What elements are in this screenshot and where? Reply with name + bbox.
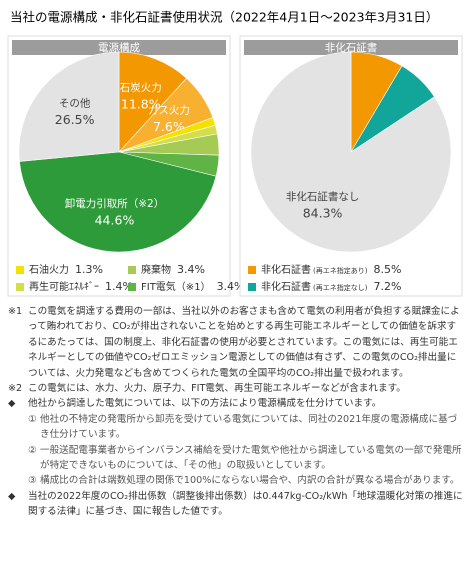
note-item-text: 構成比の合計は端数処理の関係で100%にならない場合や、内訳の合計が異なる場合が…: [40, 475, 460, 487]
note-item: ② 一般送配電事業者からインバランス補給を受けた電気や他社から調達している電気の一…: [28, 443, 464, 474]
legend-swatch: [128, 283, 136, 291]
slice-value: 26.5%: [55, 112, 95, 127]
legend-value: 7.2%: [373, 280, 401, 293]
legend-note: (再エネ指定なし): [313, 283, 368, 292]
legend-value: 8.5%: [373, 263, 401, 276]
panel-header: [244, 40, 458, 55]
page-title: 当社の電源構成・非化石証書使用状況（2022年4月1日〜2023年3月31日）: [10, 10, 438, 25]
note-text: 他社から調達した電気については、以下の方法により電源構成を仕分けています。: [28, 398, 382, 410]
legend-label: 非化石証書: [261, 280, 311, 293]
note: ※2 この電気には、水力、火力、原子力、FIT電気、再生可能エネルギーなどが含まれ…: [8, 381, 464, 396]
note-marker: ※1: [8, 306, 23, 317]
legend-label: 石油火力: [29, 263, 69, 276]
pie-slice: [18, 51, 120, 162]
panel-title: 電源構成: [98, 41, 140, 54]
note-item-text: 一般送配電事業者からインバランス補給を受けた電気や他社から調達している電気の一部…: [40, 444, 462, 472]
legend-value: 3.4%: [177, 263, 205, 276]
note-text: この電気を調達する費用の一部は、当社以外のお客さまも含めて電気の利用者が負担する…: [28, 306, 460, 379]
panel-header: [12, 40, 226, 55]
legend-label: 再生可能ｴﾈﾙｷﾞｰ: [29, 280, 99, 293]
legend-swatch: [16, 283, 24, 291]
note-marker: ※2: [8, 383, 23, 395]
slice-value: 7.6%: [153, 119, 185, 134]
pie-slice: [19, 151, 217, 253]
note: ◆ 当社の2022年度のCO₂排出係数（調整後排出係数）は0.447kg-CO₂/…: [8, 489, 464, 520]
legend-label: FIT電気（※1）: [141, 280, 211, 293]
legend-swatch: [128, 266, 136, 274]
notes: ※1 この電気を調達する費用の一部は、当社以外のお客さまも含めて電気の利用者が負担…: [8, 304, 464, 520]
charts: 当社の電源構成・非化石証書使用状況（2022年4月1日〜2023年3月31日） …: [7, 10, 463, 297]
legend-label: 非化石証書: [261, 263, 311, 276]
legend-value: 1.3%: [75, 263, 103, 276]
note-item-text: 他社の不特定の発電所から卸売を受けている電気については、同社の2021年度の電源…: [40, 413, 458, 441]
slice-label: 非化石証書なし: [286, 190, 360, 203]
legend-label: 廃棄物: [141, 263, 171, 276]
slice-label: 卸電力引取所（※2）: [65, 197, 164, 210]
slice-value: 44.6%: [95, 212, 135, 227]
note-text: 当社の2022年度のCO₂排出係数（調整後排出係数）は0.447kg-CO₂/k…: [28, 490, 463, 518]
panel-title: 非化石証書: [325, 41, 378, 54]
note-item-marker: ②: [28, 444, 37, 456]
note-marker: ◆: [8, 490, 16, 502]
legend-swatch: [248, 283, 256, 291]
legend-swatch: [16, 266, 24, 274]
slice-label: その他: [59, 97, 91, 110]
pie-slice: [250, 51, 452, 253]
note-item-marker: ③: [28, 475, 37, 487]
note: ◆ 他社から調達した電気については、以下の方法により電源構成を仕分けています。: [8, 396, 464, 411]
slice-label: 石炭火力: [120, 81, 162, 94]
note-marker: ◆: [8, 398, 16, 410]
legend-value: 1.4%: [105, 280, 133, 293]
note-item: ③ 構成比の合計は端数処理の関係で100%にならない場合や、内訳の合計が異なる場合…: [28, 473, 464, 488]
note-item: ① 他社の不特定の発電所から卸売を受けている電気については、同社の2021年度の電…: [28, 412, 464, 443]
note: ※1 この電気を調達する費用の一部は、当社以外のお客さまも含めて電気の利用者が負担…: [8, 304, 464, 381]
pie-slice: [118, 51, 187, 153]
slice-value: 11.8%: [121, 97, 161, 112]
legend-note: (再エネ指定あり): [313, 266, 368, 275]
slice-label: ガス火力: [148, 104, 190, 117]
legend-value: 3.4%: [217, 280, 245, 293]
note-item-marker: ①: [28, 413, 37, 425]
legend-swatch: [248, 266, 256, 274]
slice-value: 84.3%: [303, 205, 343, 220]
note-text: この電気には、水力、火力、原子力、FIT電気、再生可能エネルギーなどが含まれます…: [28, 383, 406, 395]
